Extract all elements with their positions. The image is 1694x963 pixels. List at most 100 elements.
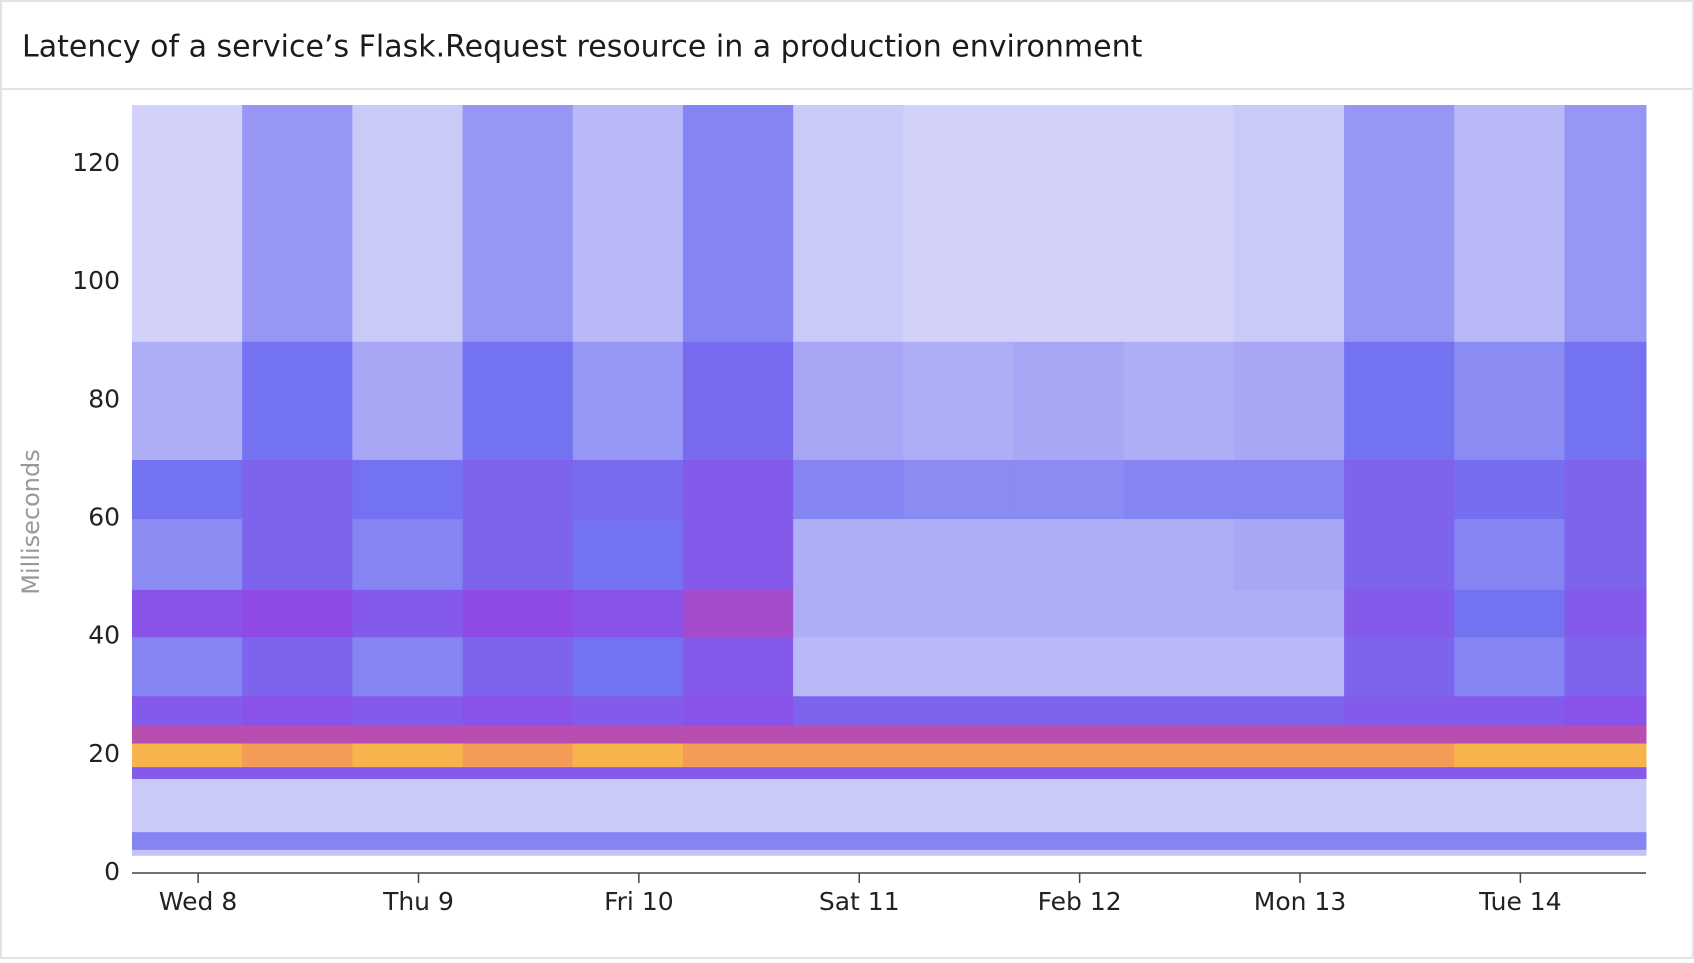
heat-cell — [352, 778, 464, 833]
x-tick-label: Wed 8 — [159, 887, 237, 916]
heat-cell — [132, 518, 243, 590]
x-tick-label: Mon 13 — [1254, 887, 1346, 916]
heat-cell — [903, 743, 1015, 768]
heat-cell — [1233, 341, 1345, 460]
heat-cell — [462, 725, 574, 744]
heat-cell — [132, 695, 243, 726]
heat-cell — [1564, 341, 1647, 460]
x-tick-label: Sat 11 — [819, 887, 900, 916]
heat-cell — [1123, 105, 1235, 342]
heat-cell — [903, 831, 1015, 850]
heat-cell — [793, 766, 904, 779]
heat-cell — [1233, 778, 1345, 833]
y-tick-label: 100 — [72, 266, 120, 295]
heat-cell — [462, 589, 574, 638]
heat-cell — [1013, 778, 1125, 833]
heat-cell — [1013, 831, 1125, 850]
heat-cell — [1564, 725, 1647, 744]
heat-cell — [1123, 778, 1235, 833]
heat-cell — [1233, 695, 1345, 726]
heat-cell — [1344, 518, 1455, 590]
heat-cell — [132, 459, 243, 520]
x-tick-label: Fri 10 — [604, 887, 674, 916]
heat-cell — [1454, 831, 1565, 850]
heat-cell — [1123, 743, 1235, 768]
heat-cell — [132, 778, 243, 833]
heat-cell — [682, 695, 794, 726]
heat-cell — [1233, 725, 1345, 744]
heat-cell — [793, 105, 904, 342]
heat-cell — [1013, 695, 1125, 726]
heat-cell — [1564, 459, 1647, 520]
heat-cell — [793, 341, 904, 460]
heat-cell — [1454, 725, 1565, 744]
heat-cell — [1454, 341, 1565, 460]
heat-cell — [1344, 105, 1455, 342]
heat-cell — [1233, 766, 1345, 779]
heat-cell — [1454, 849, 1565, 856]
heat-cell — [1123, 725, 1235, 744]
heat-cell — [572, 725, 684, 744]
heat-cell — [242, 831, 353, 850]
heat-cell — [572, 636, 684, 697]
heat-cell — [1013, 766, 1125, 779]
heat-cell — [793, 695, 904, 726]
heat-cell — [352, 695, 464, 726]
heat-cell — [132, 105, 243, 342]
heat-cell — [352, 849, 464, 856]
x-tick-label: Feb 12 — [1038, 887, 1122, 916]
y-tick-label: 20 — [88, 739, 120, 768]
heat-cell — [1123, 589, 1235, 638]
heat-cell — [1123, 766, 1235, 779]
heat-cell — [1013, 725, 1125, 744]
heat-cell — [793, 831, 904, 850]
heat-cell — [242, 695, 353, 726]
heat-cell — [903, 636, 1015, 697]
heat-cell — [903, 589, 1015, 638]
heat-cell — [1013, 105, 1125, 342]
heat-cell — [132, 831, 243, 850]
heat-cell — [903, 105, 1015, 342]
heat-cell — [1564, 849, 1647, 856]
heat-cell — [793, 589, 904, 638]
heat-cell — [572, 778, 684, 833]
heat-cell — [682, 518, 794, 590]
y-tick-label: 40 — [88, 621, 120, 650]
heat-cell — [903, 778, 1015, 833]
heat-cell — [1344, 341, 1455, 460]
heat-cell — [1123, 459, 1235, 520]
heat-cell — [462, 766, 574, 779]
heat-cell — [793, 518, 904, 590]
heat-cell — [1344, 831, 1455, 850]
heat-cell — [1123, 831, 1235, 850]
heat-cell — [1233, 105, 1345, 342]
heat-cell — [682, 105, 794, 342]
y-axis-label: Milliseconds — [17, 449, 45, 594]
heat-cell — [352, 831, 464, 850]
heat-cell — [132, 725, 243, 744]
heat-cell — [462, 849, 574, 856]
heat-cell — [1564, 778, 1647, 833]
heat-cell — [132, 766, 243, 779]
heat-cell — [1564, 743, 1647, 768]
heat-cell — [1564, 105, 1647, 342]
heat-cell — [1013, 518, 1125, 590]
heat-cell — [682, 636, 794, 697]
heat-cell — [1454, 778, 1565, 833]
heat-cell — [1344, 778, 1455, 833]
heat-cell — [1123, 636, 1235, 697]
heat-cell — [462, 341, 574, 460]
heat-cell — [1454, 589, 1565, 638]
heat-cell — [793, 778, 904, 833]
heat-cell — [1454, 105, 1565, 342]
heat-cell — [1454, 636, 1565, 697]
heat-cell — [572, 695, 684, 726]
heat-cell — [1233, 849, 1345, 856]
heat-cell — [1013, 459, 1125, 520]
heat-cell — [903, 766, 1015, 779]
heat-cell — [1233, 518, 1345, 590]
heat-cell — [682, 589, 794, 638]
heat-cell — [242, 518, 353, 590]
heat-cell — [242, 725, 353, 744]
heat-cell — [462, 778, 574, 833]
